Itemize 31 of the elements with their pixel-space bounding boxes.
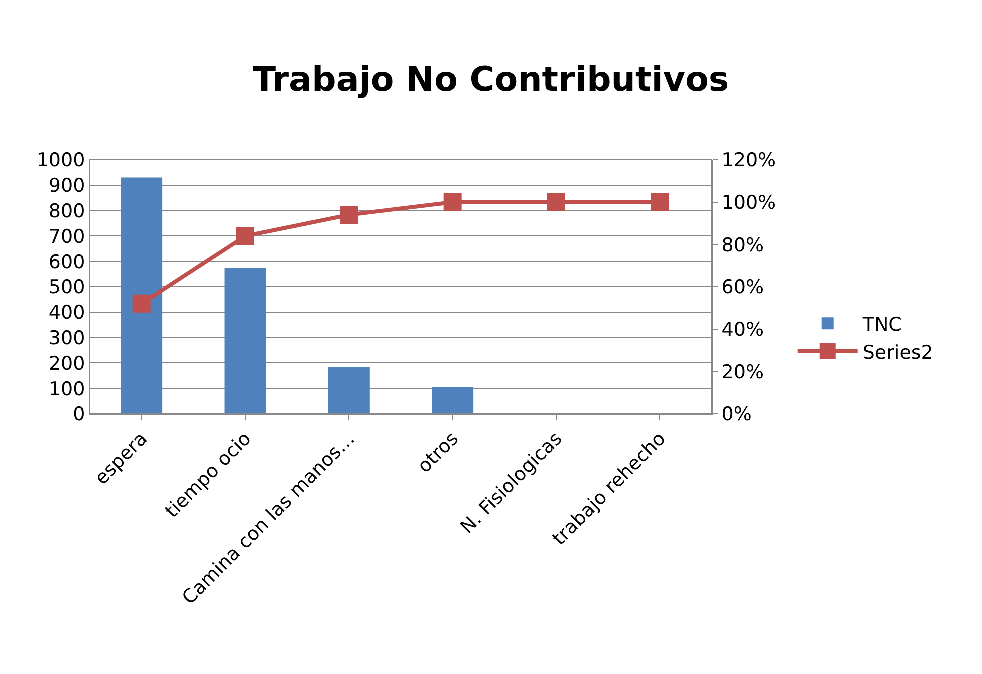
point (236, 227, 254, 246)
y2-tick-label: 40% (722, 318, 764, 341)
y-tick-label: 100 (48, 378, 86, 400)
y-tick-label: 1000 (36, 150, 86, 172)
y-tick-label: 400 (48, 302, 86, 324)
legend-label: TNC (862, 314, 902, 336)
legend-label: Series2 (862, 342, 934, 364)
y-tick-label: 800 (48, 200, 86, 222)
y2-tick-label: 100% (722, 192, 776, 214)
point (651, 193, 670, 212)
bar (432, 387, 474, 414)
y-tick-label: 200 (48, 352, 86, 375)
y-tick-label: 600 (48, 251, 86, 274)
y-tick-label: 300 (48, 327, 86, 350)
y-tick-label: 0 (73, 404, 86, 426)
point (340, 206, 358, 224)
bar (328, 367, 370, 414)
bar (224, 268, 266, 414)
y2-tick-label: 60% (722, 276, 764, 299)
bar (121, 178, 163, 414)
y2-tick-label: 20% (722, 361, 764, 384)
y-tick-label: 500 (48, 276, 86, 299)
y-tick-label: 900 (48, 175, 86, 198)
y-tick-label: 700 (48, 226, 86, 248)
point (132, 294, 151, 313)
y2-tick-label: 80% (722, 234, 764, 256)
y2-tick-label: 120% (722, 150, 776, 172)
y2-tick-label: 0% (722, 404, 752, 426)
point (548, 193, 566, 212)
chart-title: Trabajo No Contributivos (252, 60, 730, 100)
point (444, 193, 462, 212)
